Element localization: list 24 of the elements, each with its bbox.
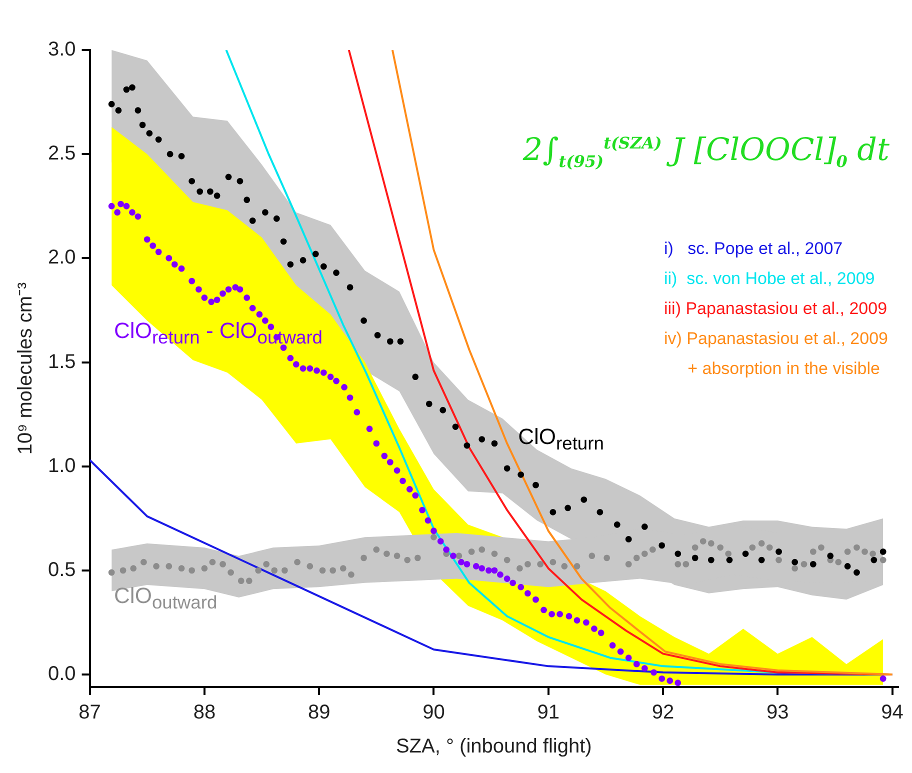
annotation: ClO$_{return}$ xyxy=(518,424,604,454)
y-tick-label: 2.0 xyxy=(48,246,76,269)
x-tick-label: 88 xyxy=(193,702,216,724)
y-tick-label: 3.0 xyxy=(48,38,76,61)
x-tick-label: 94 xyxy=(881,702,904,724)
text: i) sc. Pope et al., 2007 xyxy=(664,238,844,260)
y-tick-label: 0.5 xyxy=(48,558,76,581)
y-tick-label: 1.0 xyxy=(48,454,76,477)
x-tick-label: 92 xyxy=(652,702,674,724)
annotation: ClO$_{outward}$ xyxy=(114,582,218,614)
x-axis-title: SZA, ° (inbound flight) xyxy=(396,736,592,758)
text: iii) Papanastasiou et al., 2009 xyxy=(664,298,888,320)
y-axis-title: 10⁹ molecules cm⁻³ xyxy=(14,282,37,455)
text: ii) sc. von Hobe et al., 2009 xyxy=(664,268,876,290)
annotation: 2∫$_{t(95)}$$^{t(SZA)}$ J [ClOOCl]$_{0}$ dt xyxy=(522,132,890,172)
y-tick-label: 1.5 xyxy=(48,350,76,373)
x-tick-label: 89 xyxy=(308,702,330,724)
y-tick-label: 0.0 xyxy=(48,663,76,686)
x-tick-label: 90 xyxy=(422,702,445,724)
y-tick-label: 2.5 xyxy=(48,142,76,165)
x-tick-label: 87 xyxy=(78,702,101,724)
x-tick-label: 93 xyxy=(766,702,789,724)
text: iv) Papanastasiou et al., 2009 + absorption in the visible xyxy=(664,328,888,380)
x-tick-label: 91 xyxy=(537,702,560,724)
